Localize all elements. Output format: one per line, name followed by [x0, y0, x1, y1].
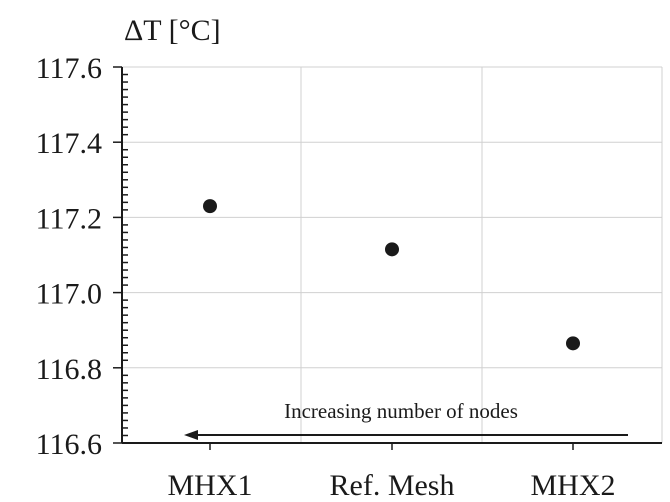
y-axis-label: ΔT [°C] — [124, 14, 221, 47]
axes — [113, 66, 662, 450]
y-tick-label: 117.0 — [36, 278, 102, 311]
y-tick-label: 116.6 — [36, 428, 102, 461]
x-category-label: Ref. Mesh — [330, 469, 455, 502]
data-point — [566, 336, 580, 351]
y-ticks: 116.6 116.8 117.0 117.2 117.4 117.6 — [36, 52, 102, 461]
data-point — [385, 242, 399, 257]
y-tick-label: 117.2 — [36, 202, 102, 235]
data-point — [203, 199, 217, 214]
y-tick-label: 117.6 — [36, 52, 102, 85]
x-category-label: MHX1 — [167, 469, 252, 502]
x-categories: MHX1 Ref. Mesh MHX2 — [167, 469, 615, 502]
annotation-text: Increasing number of nodes — [284, 399, 518, 423]
annotation-arrow-head — [184, 430, 198, 440]
annotation: Increasing number of nodes — [184, 399, 628, 440]
y-tick-label: 117.4 — [36, 127, 102, 160]
data-points — [203, 199, 580, 351]
x-category-label: MHX2 — [530, 469, 615, 502]
y-tick-label: 116.8 — [36, 353, 102, 386]
grid-lines — [122, 66, 663, 443]
